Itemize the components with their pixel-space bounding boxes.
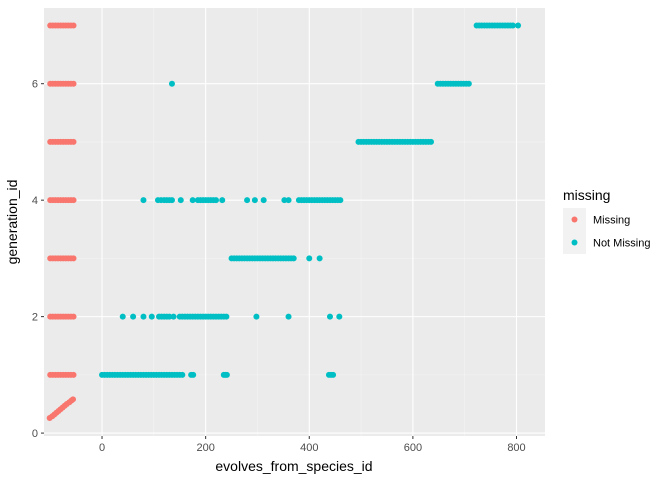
not-missing-point bbox=[170, 313, 177, 320]
not-missing-point bbox=[428, 138, 435, 145]
not-missing-point bbox=[290, 255, 297, 262]
legend-key-marker bbox=[571, 216, 578, 223]
y-tick-label: 6 bbox=[32, 79, 38, 91]
not-missing-point bbox=[285, 313, 292, 320]
not-missing-point bbox=[306, 255, 313, 262]
not-missing-point bbox=[326, 313, 333, 320]
legend-label: Missing bbox=[593, 215, 630, 227]
not-missing-point bbox=[253, 313, 260, 320]
not-missing-point bbox=[213, 197, 220, 204]
missing-point bbox=[70, 80, 77, 87]
x-tick-label: 400 bbox=[300, 442, 318, 454]
not-missing-point bbox=[168, 80, 175, 87]
not-missing-point bbox=[179, 371, 186, 378]
not-missing-point bbox=[465, 80, 472, 87]
not-missing-point bbox=[148, 313, 155, 320]
not-missing-point bbox=[337, 197, 344, 204]
legend-title: missing bbox=[563, 187, 610, 203]
not-missing-point bbox=[223, 313, 230, 320]
not-missing-point bbox=[244, 197, 251, 204]
not-missing-point bbox=[189, 197, 196, 204]
plot-panel bbox=[44, 8, 545, 436]
missing-point bbox=[70, 255, 77, 262]
missing-point bbox=[70, 138, 77, 145]
not-missing-point bbox=[219, 197, 226, 204]
data-points bbox=[46, 22, 522, 421]
not-missing-point bbox=[223, 371, 230, 378]
x-tick-label: 600 bbox=[404, 442, 422, 454]
missing-point bbox=[70, 197, 77, 204]
x-tick-label: 0 bbox=[99, 442, 105, 454]
y-axis: 0 2 4 6 bbox=[32, 79, 44, 440]
not-missing-point bbox=[140, 197, 147, 204]
major-grid bbox=[44, 8, 545, 436]
missing-point bbox=[70, 371, 77, 378]
legend-label: Not Missing bbox=[593, 238, 650, 250]
y-axis-title: generation_id bbox=[4, 180, 20, 265]
missing-point bbox=[70, 22, 77, 29]
not-missing-point bbox=[285, 197, 292, 204]
legend: missing Missing Not Missing bbox=[563, 187, 650, 254]
x-axis-title: evolves_from_species_id bbox=[215, 458, 372, 474]
not-missing-point bbox=[177, 197, 184, 204]
not-missing-point bbox=[336, 313, 343, 320]
not-missing-point bbox=[251, 197, 258, 204]
not-missing-point bbox=[330, 371, 337, 378]
not-missing-point bbox=[140, 313, 147, 320]
missing-point bbox=[70, 396, 77, 403]
missing-point bbox=[70, 313, 77, 320]
not-missing-point bbox=[509, 22, 516, 29]
not-missing-point bbox=[281, 197, 288, 204]
not-missing-point bbox=[515, 22, 522, 29]
not-missing-point bbox=[168, 197, 175, 204]
not-missing-point bbox=[166, 313, 173, 320]
legend-key-marker bbox=[571, 239, 578, 246]
not-missing-point bbox=[119, 313, 126, 320]
y-tick-label: 0 bbox=[32, 428, 38, 440]
not-missing-point bbox=[130, 313, 137, 320]
not-missing-point bbox=[316, 255, 323, 262]
x-tick-label: 800 bbox=[507, 442, 525, 454]
y-tick-label: 4 bbox=[32, 195, 38, 207]
x-tick-label: 200 bbox=[196, 442, 214, 454]
not-missing-point bbox=[260, 197, 267, 204]
x-axis: 0 200 400 600 800 bbox=[99, 436, 526, 454]
not-missing-point bbox=[190, 371, 197, 378]
y-tick-label: 2 bbox=[32, 312, 38, 324]
